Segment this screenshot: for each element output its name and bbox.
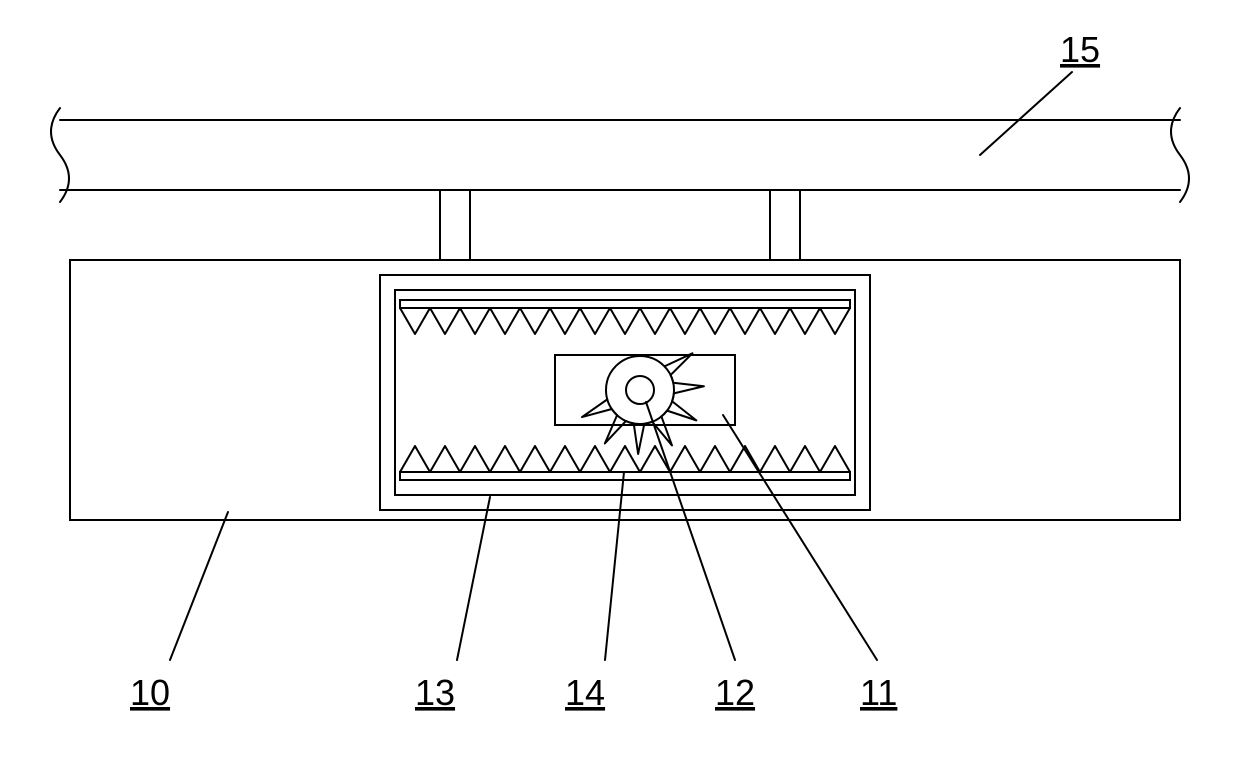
- label-10: 10: [130, 672, 170, 713]
- label-11: 11: [860, 672, 897, 713]
- label-13: 13: [415, 672, 455, 713]
- label-14: 14: [565, 672, 605, 713]
- label-15: 15: [1060, 29, 1100, 70]
- label-12: 12: [715, 672, 755, 713]
